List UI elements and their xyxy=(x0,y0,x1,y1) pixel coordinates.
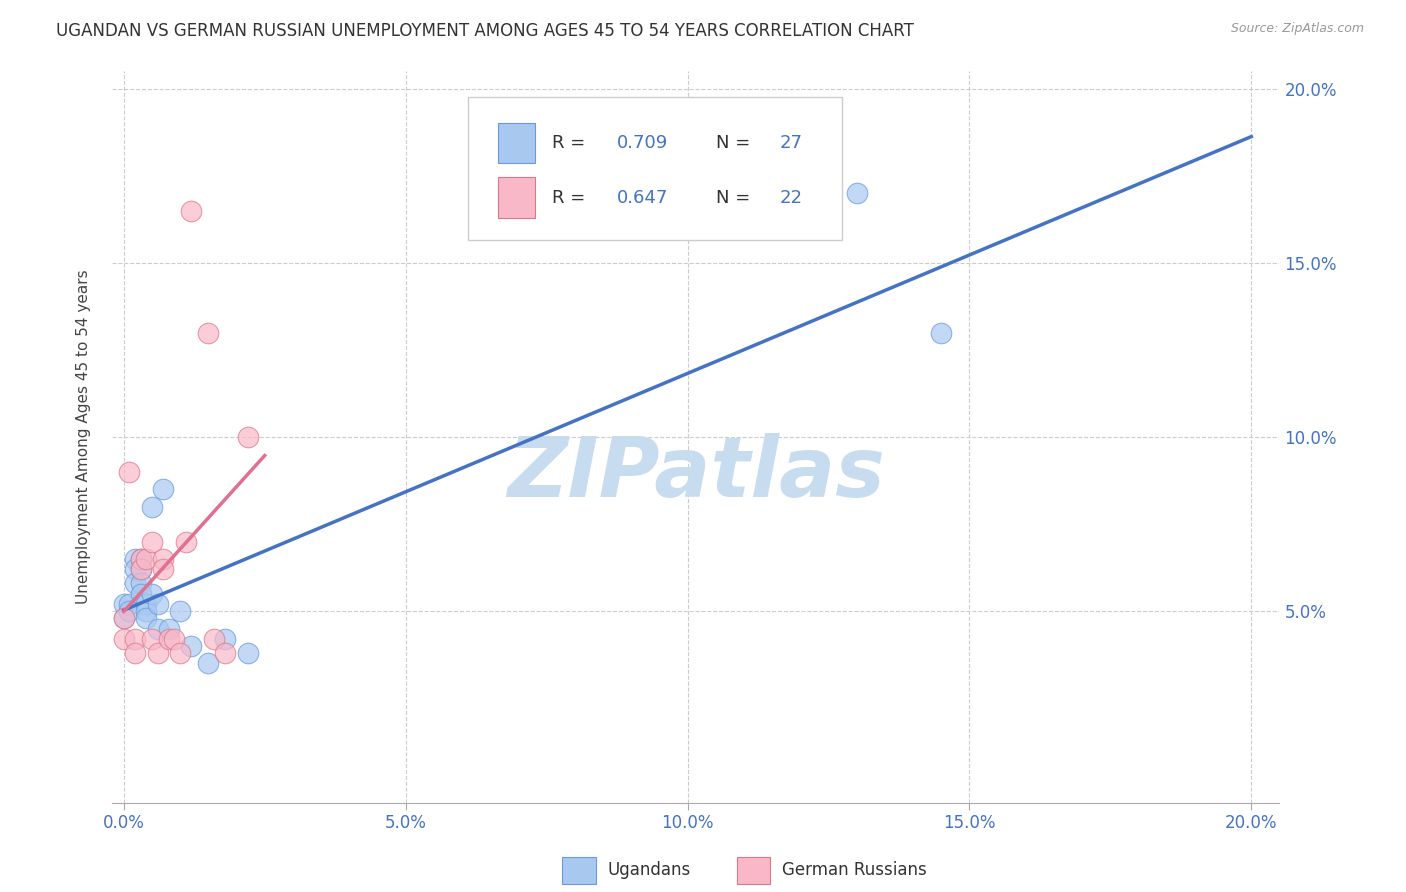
FancyBboxPatch shape xyxy=(498,122,534,162)
Point xyxy=(129,562,152,576)
FancyBboxPatch shape xyxy=(737,857,770,884)
Text: 0.709: 0.709 xyxy=(617,134,668,152)
Point xyxy=(129,576,152,591)
Point xyxy=(141,534,163,549)
Point xyxy=(124,562,146,576)
Point xyxy=(146,622,169,636)
Point xyxy=(129,552,152,566)
Point xyxy=(236,646,259,660)
Text: 15.0%: 15.0% xyxy=(943,814,995,831)
Point xyxy=(112,597,135,611)
Point xyxy=(124,646,146,660)
Text: Ugandans: Ugandans xyxy=(607,861,690,879)
Point xyxy=(214,646,236,660)
Point xyxy=(129,552,152,566)
Text: 10.0%: 10.0% xyxy=(661,814,714,831)
Point xyxy=(112,632,135,646)
FancyBboxPatch shape xyxy=(562,857,596,884)
Point xyxy=(141,500,163,514)
Point xyxy=(163,632,186,646)
Text: ZIPatlas: ZIPatlas xyxy=(508,434,884,514)
Point xyxy=(180,639,202,653)
Point xyxy=(202,632,225,646)
Point xyxy=(146,597,169,611)
Point xyxy=(169,604,191,618)
Point xyxy=(146,646,169,660)
Text: Source: ZipAtlas.com: Source: ZipAtlas.com xyxy=(1230,22,1364,36)
Point xyxy=(135,552,157,566)
Point xyxy=(112,611,135,625)
Text: R =: R = xyxy=(553,189,592,207)
Text: N =: N = xyxy=(716,189,756,207)
Point xyxy=(118,604,141,618)
Text: 0.0%: 0.0% xyxy=(103,814,145,831)
Point xyxy=(112,611,135,625)
Text: 0.647: 0.647 xyxy=(617,189,668,207)
Point xyxy=(152,483,174,497)
Point xyxy=(845,186,868,201)
FancyBboxPatch shape xyxy=(468,97,842,240)
Point xyxy=(135,597,157,611)
Point xyxy=(236,430,259,444)
Point xyxy=(118,465,141,479)
Text: 27: 27 xyxy=(780,134,803,152)
Point xyxy=(169,646,191,660)
Point xyxy=(929,326,952,340)
Point xyxy=(180,203,202,218)
Point xyxy=(141,587,163,601)
Point xyxy=(157,632,180,646)
Point xyxy=(152,552,174,566)
Text: 5.0%: 5.0% xyxy=(385,814,426,831)
Point xyxy=(135,611,157,625)
Point xyxy=(135,604,157,618)
Point xyxy=(124,576,146,591)
Point xyxy=(124,552,146,566)
Y-axis label: Unemployment Among Ages 45 to 54 years: Unemployment Among Ages 45 to 54 years xyxy=(76,269,91,605)
Text: 22: 22 xyxy=(780,189,803,207)
Point xyxy=(174,534,197,549)
Point xyxy=(129,587,152,601)
Text: 20.0%: 20.0% xyxy=(1225,814,1278,831)
Text: R =: R = xyxy=(553,134,592,152)
Point xyxy=(157,622,180,636)
Point xyxy=(118,597,141,611)
Point xyxy=(152,562,174,576)
Point xyxy=(141,632,163,646)
Point xyxy=(124,632,146,646)
Text: N =: N = xyxy=(716,134,756,152)
Point xyxy=(214,632,236,646)
Text: German Russians: German Russians xyxy=(782,861,927,879)
FancyBboxPatch shape xyxy=(498,178,534,218)
Point xyxy=(129,562,152,576)
Point xyxy=(197,657,219,671)
Text: UGANDAN VS GERMAN RUSSIAN UNEMPLOYMENT AMONG AGES 45 TO 54 YEARS CORRELATION CHA: UGANDAN VS GERMAN RUSSIAN UNEMPLOYMENT A… xyxy=(56,22,914,40)
Point xyxy=(197,326,219,340)
